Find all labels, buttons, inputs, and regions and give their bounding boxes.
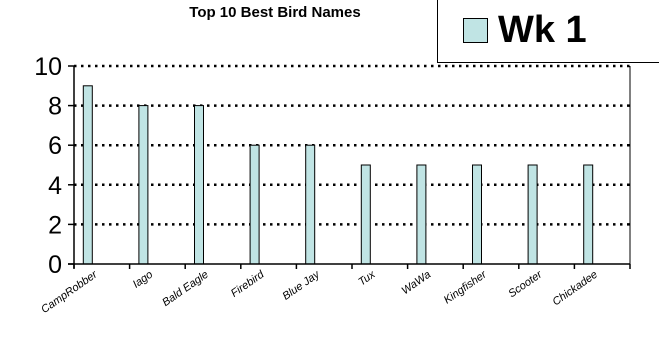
- legend: Wk 1: [437, 0, 659, 63]
- x-tick-label: WaWa: [400, 269, 434, 298]
- bar-iago: [138, 105, 149, 265]
- legend-label: Wk 1: [498, 9, 587, 51]
- y-tick-label: 6: [48, 132, 62, 160]
- chart-title: Top 10 Best Bird Names: [189, 4, 360, 21]
- x-tick-label: Blue Jay: [280, 268, 323, 303]
- x-tick-label: Bald Eagle: [160, 269, 210, 309]
- bar-tux: [360, 164, 371, 265]
- bars: [82, 85, 594, 265]
- y-tick-labels: 0 2 4 6 8 10: [34, 53, 62, 279]
- bar-scooter: [527, 164, 538, 265]
- x-tick-label: Kingfisher: [442, 268, 490, 307]
- y-tick-label: 10: [34, 53, 62, 81]
- gridlines: [74, 64, 630, 226]
- bar-chickadee: [583, 164, 594, 265]
- y-tick-label: 4: [48, 172, 62, 200]
- bar-kingfisher: [472, 164, 482, 265]
- bar-firebird: [249, 144, 260, 265]
- bar-wawa: [416, 164, 427, 265]
- x-tick-label: Scooter: [506, 268, 545, 300]
- bar-blue-jay: [305, 144, 316, 265]
- x-tick-label: Firebird: [229, 268, 267, 300]
- x-tick-label: Chickadee: [550, 269, 599, 309]
- y-tick-label: 0: [48, 251, 62, 279]
- legend-swatch: [463, 18, 488, 43]
- y-tick-label: 2: [48, 211, 62, 239]
- y-tick-label: 8: [48, 93, 62, 121]
- axes: [68, 65, 631, 269]
- x-tick-labels: CampRobber Iago Bald Eagle Firebird Blue Jay…: [39, 268, 600, 316]
- bar-bald-eagle: [194, 105, 204, 265]
- x-tick-label: Tux: [356, 268, 378, 288]
- bar-camprobber: [82, 85, 93, 265]
- x-tick-label: Iago: [131, 269, 155, 291]
